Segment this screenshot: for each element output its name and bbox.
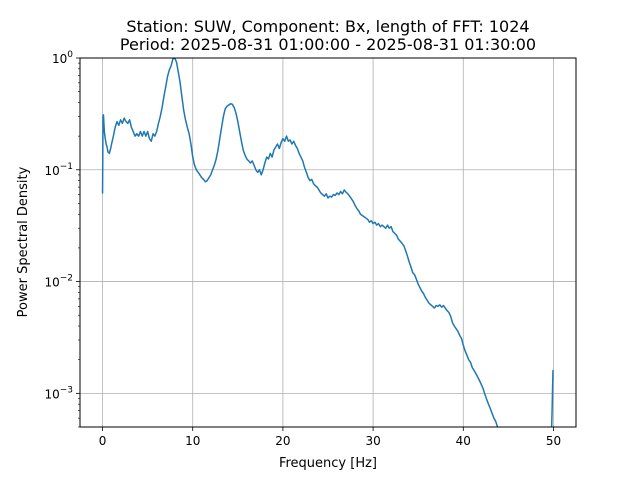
axes-frame [79,57,577,428]
y-tick-label-exponent: −1 [60,162,73,172]
y-tick-label: 10−3 [44,385,73,401]
x-axis-ticks: 0 10 20 30 40 50 [99,427,561,448]
chart-subtitle: Period: 2025-08-31 01:00:00 - 2025-08-31… [120,35,536,54]
y-tick-label-base: 10 [44,387,59,401]
x-axis-label: Frequency [Hz] [279,456,377,471]
y-tick-label-base: 10 [44,164,59,178]
y-tick-label: 100 [52,50,73,66]
y-tick-label-base: 10 [44,276,59,290]
y-tick-label-exponent: 0 [67,50,73,60]
plot-area [80,58,576,427]
y-axis-label: Power Spectral Density [16,166,31,317]
y-tick-label: 10−1 [44,162,73,178]
x-tick-label: 10 [185,434,200,448]
x-tick-label: 40 [456,434,471,448]
x-tick-label: 20 [275,434,290,448]
y-tick-label-base: 10 [52,52,67,66]
y-tick-label-exponent: −3 [60,385,73,395]
chart-title: Station: SUW, Component: Bx, length of F… [126,17,529,36]
series-layer [101,58,554,427]
series-line-0 [101,58,499,427]
y-tick-label-exponent: −2 [60,274,73,284]
x-tick-label: 30 [365,434,380,448]
series-line-1 [550,369,554,427]
x-tick-label: 50 [546,434,561,448]
y-tick-label: 10−2 [44,274,73,290]
x-tick-label: 0 [99,434,107,448]
